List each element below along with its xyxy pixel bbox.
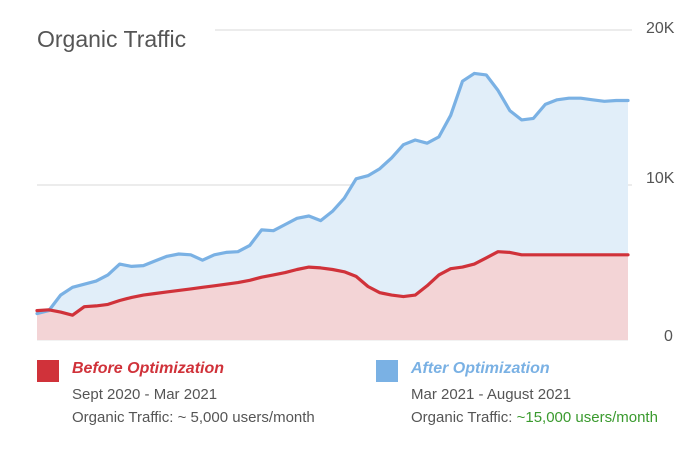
legend-swatch-before (37, 360, 59, 382)
series-line-1 (35, 250, 630, 317)
series-line-0 (35, 71, 630, 316)
legend-traffic-after: Organic Traffic: ~15,000 users/month (411, 409, 658, 426)
y-tick-label-0: 0 (664, 328, 673, 345)
legend-title-after: After Optimization (411, 360, 550, 377)
chart-title: Organic Traffic (37, 26, 187, 52)
y-tick-label-20k: 20K (646, 20, 675, 37)
series-area-1 (37, 251, 628, 340)
legend-traffic-before: Organic Traffic: ~ 5,000 users/month (72, 409, 315, 426)
legend-period-before: Sept 2020 - Mar 2021 (72, 386, 218, 403)
legend-period-after: Mar 2021 - August 2021 (411, 386, 572, 403)
legend-traffic-text-before: Organic Traffic: ~ 5,000 users/month (72, 409, 315, 426)
legend-traffic-text-after: Organic Traffic: (411, 409, 517, 426)
legend-title-before: Before Optimization (72, 360, 225, 377)
legend-swatch-after (376, 360, 398, 382)
legend-traffic-highlight-after: ~15,000 users/month (516, 409, 658, 426)
y-tick-label-10k: 10K (646, 170, 675, 187)
